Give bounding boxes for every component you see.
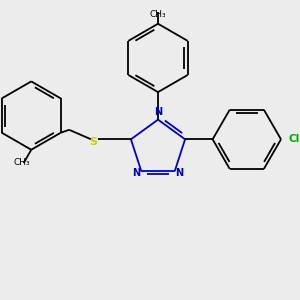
Text: S: S: [89, 137, 97, 147]
Text: Cl: Cl: [289, 134, 300, 144]
Text: N: N: [154, 107, 162, 117]
Text: CH₃: CH₃: [14, 158, 30, 167]
Text: N: N: [133, 168, 141, 178]
Text: N: N: [176, 168, 184, 178]
Text: CH₃: CH₃: [150, 11, 166, 20]
